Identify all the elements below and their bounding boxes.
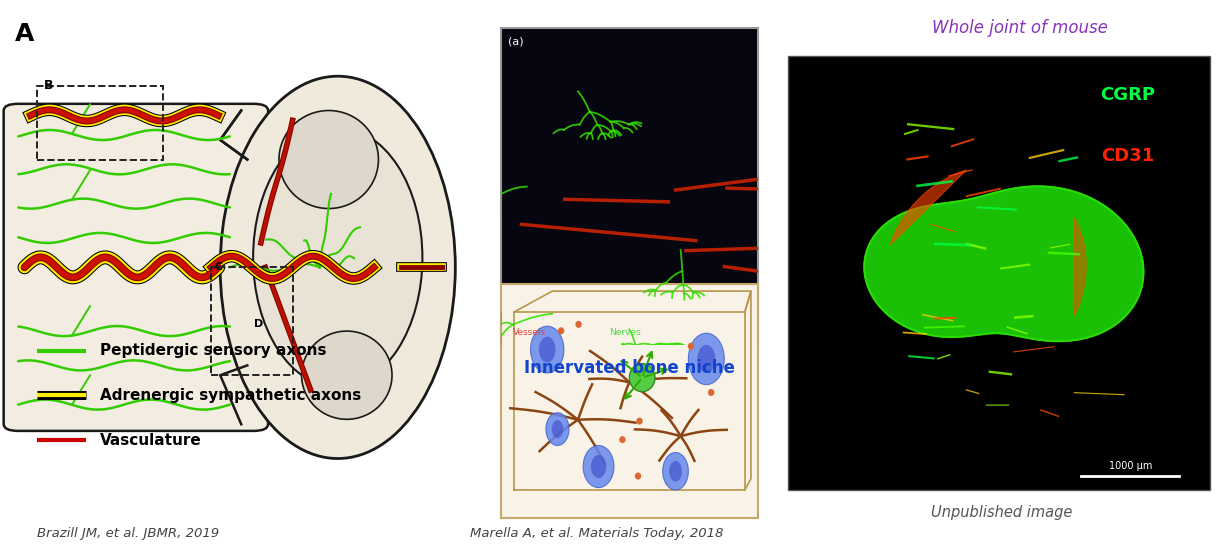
Polygon shape xyxy=(864,186,1144,341)
Text: D: D xyxy=(254,319,263,329)
Ellipse shape xyxy=(530,326,563,373)
Ellipse shape xyxy=(637,418,643,424)
Text: Peptidergic sensory axons: Peptidergic sensory axons xyxy=(100,344,326,358)
Polygon shape xyxy=(864,186,1144,341)
Ellipse shape xyxy=(591,455,606,478)
Polygon shape xyxy=(891,170,967,245)
Ellipse shape xyxy=(220,76,456,458)
Ellipse shape xyxy=(576,321,582,328)
Text: C: C xyxy=(215,262,222,272)
Ellipse shape xyxy=(708,389,715,396)
Bar xyxy=(211,267,292,375)
Ellipse shape xyxy=(629,364,655,392)
Ellipse shape xyxy=(620,436,626,443)
Polygon shape xyxy=(864,186,1144,341)
Text: Nerves: Nerves xyxy=(609,328,640,337)
FancyBboxPatch shape xyxy=(4,104,268,431)
Bar xyxy=(37,86,164,159)
Text: (a): (a) xyxy=(508,36,524,46)
Text: 1000 μm: 1000 μm xyxy=(1108,461,1152,471)
Ellipse shape xyxy=(253,128,423,388)
Ellipse shape xyxy=(670,461,682,481)
Polygon shape xyxy=(1074,218,1086,316)
Bar xyxy=(501,28,758,345)
Ellipse shape xyxy=(551,420,563,438)
Bar xyxy=(501,284,758,518)
Ellipse shape xyxy=(539,336,556,363)
PathPatch shape xyxy=(788,56,1210,490)
Ellipse shape xyxy=(634,472,642,480)
Ellipse shape xyxy=(583,446,613,487)
Bar xyxy=(12,22,464,512)
Polygon shape xyxy=(864,186,1144,341)
Text: B: B xyxy=(44,79,54,92)
Polygon shape xyxy=(864,186,1144,341)
Ellipse shape xyxy=(632,374,638,382)
Ellipse shape xyxy=(546,413,569,446)
Ellipse shape xyxy=(688,333,725,385)
Ellipse shape xyxy=(688,343,694,350)
Ellipse shape xyxy=(279,110,379,208)
Bar xyxy=(788,56,1210,490)
Text: Innervated bone niche: Innervated bone niche xyxy=(524,359,734,377)
Text: Marella A, et al. Materials Today, 2018: Marella A, et al. Materials Today, 2018 xyxy=(470,527,723,540)
Ellipse shape xyxy=(302,331,392,419)
Ellipse shape xyxy=(698,345,715,373)
Text: CD31: CD31 xyxy=(1101,147,1155,165)
Text: Adrenergic sympathetic axons: Adrenergic sympathetic axons xyxy=(100,388,362,403)
Text: Brazill JM, et al. JBMR, 2019: Brazill JM, et al. JBMR, 2019 xyxy=(37,527,219,540)
Ellipse shape xyxy=(662,452,688,490)
Text: Vasculature: Vasculature xyxy=(100,433,202,447)
Text: Unpublished image: Unpublished image xyxy=(931,505,1073,520)
Ellipse shape xyxy=(558,328,565,334)
Text: A: A xyxy=(15,22,34,46)
Text: CGRP: CGRP xyxy=(1100,86,1155,104)
Text: Whole joint of mouse: Whole joint of mouse xyxy=(932,19,1108,37)
PathPatch shape xyxy=(501,28,758,345)
Text: Vessels: Vessels xyxy=(513,328,546,337)
